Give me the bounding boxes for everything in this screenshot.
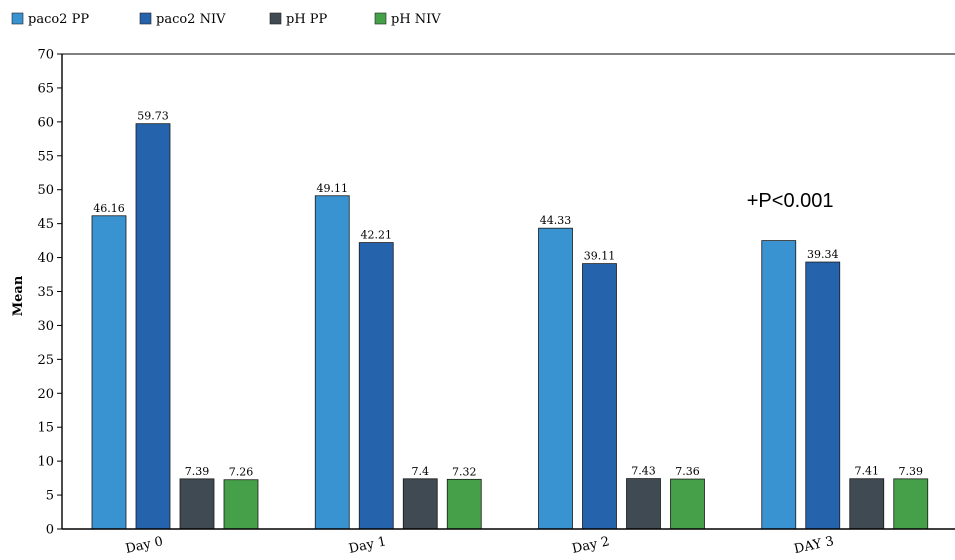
- data-label: 44.33: [540, 214, 572, 227]
- x-tick-label: DAY 3: [793, 534, 836, 557]
- data-label: 7.39: [899, 465, 924, 478]
- bar-day-1-series-1: [314, 195, 350, 530]
- bar-day-0-series-4: [223, 479, 259, 530]
- bar-day-0-series-3: [179, 478, 215, 530]
- data-label: 42.21: [361, 229, 393, 242]
- data-label: 39.34: [807, 248, 839, 261]
- bar-day-2-series-1: [538, 227, 573, 530]
- data-label: 7.4: [412, 465, 430, 478]
- bar-day-2-series-3: [626, 478, 661, 530]
- legend-swatch-2: [139, 12, 152, 25]
- y-axis: 0 5 10 15 20 25 30 35 40 45 50 55 60 65 70: [37, 48, 63, 538]
- legend-label-3: pH PP: [286, 12, 328, 27]
- data-label: 49.11: [317, 182, 349, 195]
- bar-day-2-series-2: [582, 263, 617, 530]
- bar-day-1-series-4: [446, 478, 482, 530]
- significance-annotation: +P<0.001: [747, 190, 834, 212]
- y-tick-label: 30: [37, 319, 54, 334]
- y-tick-label: 25: [37, 353, 54, 368]
- y-tick-label: 20: [37, 387, 54, 402]
- data-label: 59.73: [137, 110, 169, 123]
- data-label: 7.39: [185, 465, 210, 478]
- y-tick-label: 10: [37, 455, 54, 470]
- y-tick-label: 40: [37, 251, 54, 266]
- y-axis-title: Mean: [11, 275, 26, 316]
- bar-day-0-series-2: [135, 123, 171, 530]
- data-label: 7.36: [675, 465, 700, 478]
- legend: paco2 PP paco2 NIV pH PP pH NIV: [11, 12, 441, 27]
- bar-day-3-series-2: [805, 261, 841, 530]
- y-tick-label: 55: [37, 149, 54, 164]
- legend-label-4: pH NIV: [391, 12, 441, 27]
- legend-swatch-1: [11, 12, 24, 25]
- data-label: 7.26: [229, 466, 254, 479]
- bar-day-1-series-3: [402, 478, 438, 530]
- legend-label-2: paco2 NIV: [156, 12, 226, 27]
- bar-day-1-series-2: [358, 242, 394, 530]
- bar-day-3-series-4: [893, 478, 929, 530]
- data-label: 7.32: [452, 465, 477, 478]
- y-tick-label: 35: [37, 285, 54, 300]
- y-tick-label: 70: [37, 48, 54, 63]
- data-label: 7.43: [631, 465, 656, 478]
- x-tick-label: Day 1: [347, 534, 387, 557]
- y-tick-label: 60: [37, 115, 54, 130]
- bar-day-0-series-1: [91, 215, 127, 530]
- bars: 46.16 59.73 7.39 7.26 49.11 42.21 7.4 7.32 44.33…: [91, 110, 929, 530]
- x-tick-label: Day 0: [124, 534, 164, 557]
- bar-day-3-series-1: [761, 240, 797, 530]
- x-tick-label: Day 2: [571, 534, 611, 557]
- legend-swatch-4: [374, 12, 387, 25]
- legend-label-1: paco2 PP: [28, 12, 89, 27]
- y-tick-label: 15: [37, 421, 54, 436]
- data-label: 7.41: [855, 465, 880, 478]
- annotations: +P<0.001: [747, 190, 834, 212]
- legend-swatch-3: [269, 12, 282, 25]
- bar-day-3-series-3: [849, 478, 885, 530]
- data-label: 46.16: [93, 202, 125, 215]
- y-tick-label: 45: [37, 217, 54, 232]
- data-label: 39.11: [584, 250, 616, 263]
- y-tick-label: 65: [37, 81, 54, 96]
- y-tick-label: 50: [37, 183, 54, 198]
- bar-day-2-series-4: [670, 478, 705, 530]
- y-tick-label: 0: [46, 523, 54, 538]
- y-tick-label: 5: [46, 489, 54, 504]
